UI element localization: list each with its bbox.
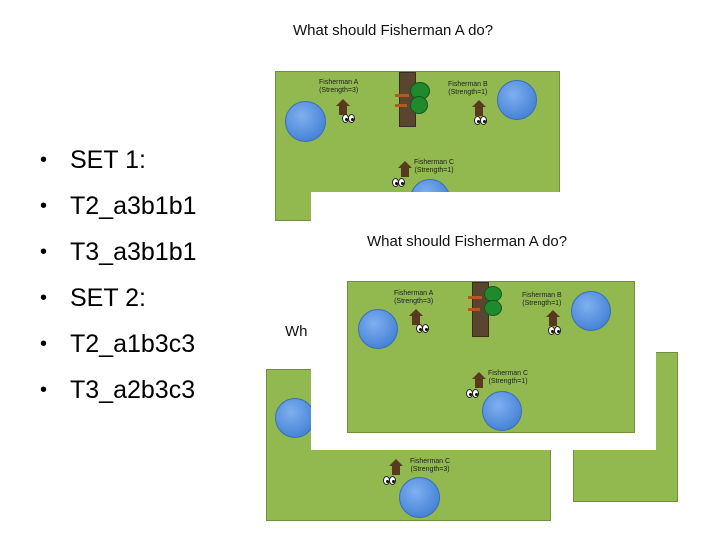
house-icon	[546, 310, 560, 326]
bullet-list: • SET 1: • T2_a3b1b1 • T3_a3b1b1 • SET 2: • T…	[40, 137, 197, 413]
fisherman-c-label: Fisherman C (Strength=1)	[414, 159, 454, 175]
bullet-text: T2_a3b1b1	[70, 192, 197, 220]
tree-branch	[395, 94, 409, 97]
house-icon	[409, 309, 423, 325]
fisherman-c-strength: (Strength=3)	[410, 466, 450, 473]
bullet-text: T3_a2b3c3	[70, 376, 196, 404]
fisherman-a-name: Fisherman A	[394, 290, 434, 297]
bullet-item: • SET 1:	[40, 137, 197, 183]
pond-a	[358, 309, 398, 349]
house-icon	[336, 99, 350, 115]
pond-c	[482, 391, 522, 431]
bullet-item: • T3_a3b1b1	[40, 229, 197, 275]
pond-b	[497, 80, 537, 120]
slide-front: What should Fisherman A do? Fisherman A(…	[311, 192, 656, 450]
tree-leaves	[410, 96, 428, 114]
slide-front-title: What should Fisherman A do?	[367, 233, 568, 250]
fisherman-a-label: Fisherman A (Strength=3)	[394, 290, 433, 306]
fisherman-a-face-icon	[342, 114, 355, 125]
pond-a	[275, 398, 315, 438]
fisherman-c-name: Fisherman C	[414, 159, 455, 166]
tree-branch	[468, 308, 480, 311]
bullet-text: T2_a1b3c3	[70, 330, 196, 358]
slide-front-field: Fisherman A (Strength=3) Fisherman B (Stre…	[347, 281, 635, 433]
house-icon	[389, 459, 403, 475]
house-icon	[398, 161, 412, 177]
fisherman-c-label: Fisherman C (Strength=3)	[410, 458, 450, 474]
fisherman-b-strength: (Strength=1)	[448, 89, 488, 96]
fisherman-a-strength: (Strength=3)	[319, 87, 359, 94]
fisherman-c-face-icon	[383, 476, 396, 487]
fisherman-c-face-icon	[392, 178, 405, 189]
bullet-item: • T2_a3b1b1	[40, 183, 197, 229]
tree-branch	[468, 296, 482, 299]
bullet-glyph: •	[40, 333, 48, 355]
bullet-text: SET 2:	[70, 284, 146, 312]
fisherman-c-face-icon	[466, 389, 479, 400]
bullet-glyph: •	[40, 241, 48, 263]
fisherman-b-label: Fisherman B (Strength=1)	[448, 81, 488, 97]
house-icon	[472, 100, 486, 116]
slide-top-title: What should Fisherman A do?	[293, 22, 494, 39]
tree-leaves	[484, 300, 502, 316]
pond-c	[399, 477, 440, 518]
bullet-glyph: •	[40, 379, 48, 401]
fisherman-b-label: Fisherman B (Strength=1)	[522, 292, 562, 308]
fisherman-c-label: Fisherman C (Strength=1)	[488, 370, 528, 386]
fisherman-b-name: Fisherman B	[522, 292, 562, 299]
pond-a	[285, 101, 326, 142]
bullet-item: • T3_a2b3c3	[40, 367, 197, 413]
fisherman-a-label: Fisherman A (Strength=3)	[319, 79, 358, 95]
bullet-glyph: •	[40, 195, 48, 217]
bullet-text: SET 1:	[70, 146, 146, 174]
pond-b	[571, 291, 611, 331]
fisherman-b-face-icon	[548, 326, 561, 337]
fisherman-b-name: Fisherman B	[448, 81, 488, 88]
fisherman-c-strength: (Strength=1)	[414, 167, 454, 174]
house-icon	[472, 372, 486, 388]
fisherman-c-name: Fisherman C	[410, 458, 451, 465]
fisherman-a-strength: (Strength=3)	[394, 298, 434, 305]
fisherman-b-face-icon	[474, 116, 487, 127]
fisherman-c-name: Fisherman C	[488, 370, 529, 377]
fisherman-a-face-icon	[416, 324, 429, 335]
fisherman-b-strength: (Strength=1)	[522, 300, 562, 307]
bullet-item: • SET 2:	[40, 275, 197, 321]
bullet-item: • T2_a1b3c3	[40, 321, 197, 367]
bullet-glyph: •	[40, 149, 48, 171]
fisherman-c-strength: (Strength=1)	[488, 378, 528, 385]
tree-branch	[395, 104, 407, 107]
bullet-glyph: •	[40, 287, 48, 309]
fisherman-a-name: Fisherman A	[319, 79, 359, 86]
bullet-text: T3_a3b1b1	[70, 238, 197, 266]
slide-back-title: Wh	[285, 323, 308, 340]
